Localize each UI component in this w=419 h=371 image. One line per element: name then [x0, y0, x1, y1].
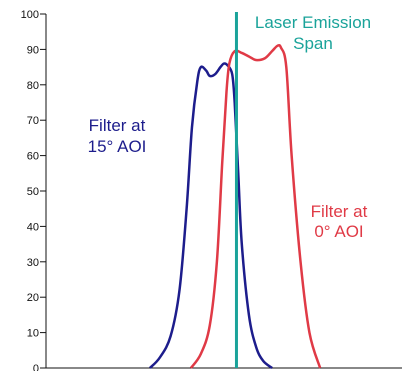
- y-tick-label: 20: [27, 292, 39, 304]
- filter-15-label-line1: Filter at: [89, 116, 146, 135]
- y-tick-label: 90: [27, 44, 39, 56]
- axes: [45, 14, 402, 369]
- series-line-filter-15-aoi: [149, 62, 273, 370]
- laser-emission-label-line2: Span: [293, 34, 333, 53]
- filter-0-label-line2: 0° AOI: [314, 222, 363, 241]
- y-tick-label: 100: [21, 9, 39, 21]
- y-tick-label: 0: [33, 363, 39, 371]
- series-layer: [149, 43, 322, 370]
- filter-0-label-line1: Filter at: [311, 202, 368, 221]
- y-tick-label: 30: [27, 257, 39, 269]
- series-line-filter-0-aoi: [189, 43, 322, 369]
- y-tick-label: 50: [27, 186, 39, 198]
- filter-15-label-line2: 15° AOI: [88, 137, 147, 156]
- y-ticks: 0 10 20 30 40 50 60 70 80 90 100: [21, 9, 46, 371]
- y-tick-label: 40: [27, 221, 39, 233]
- y-tick-label: 80: [27, 80, 39, 92]
- laser-emission-label-line1: Laser Emission: [255, 13, 371, 32]
- y-tick-label: 10: [27, 328, 39, 340]
- y-tick-label: 60: [27, 151, 39, 163]
- y-tick-label: 70: [27, 115, 39, 127]
